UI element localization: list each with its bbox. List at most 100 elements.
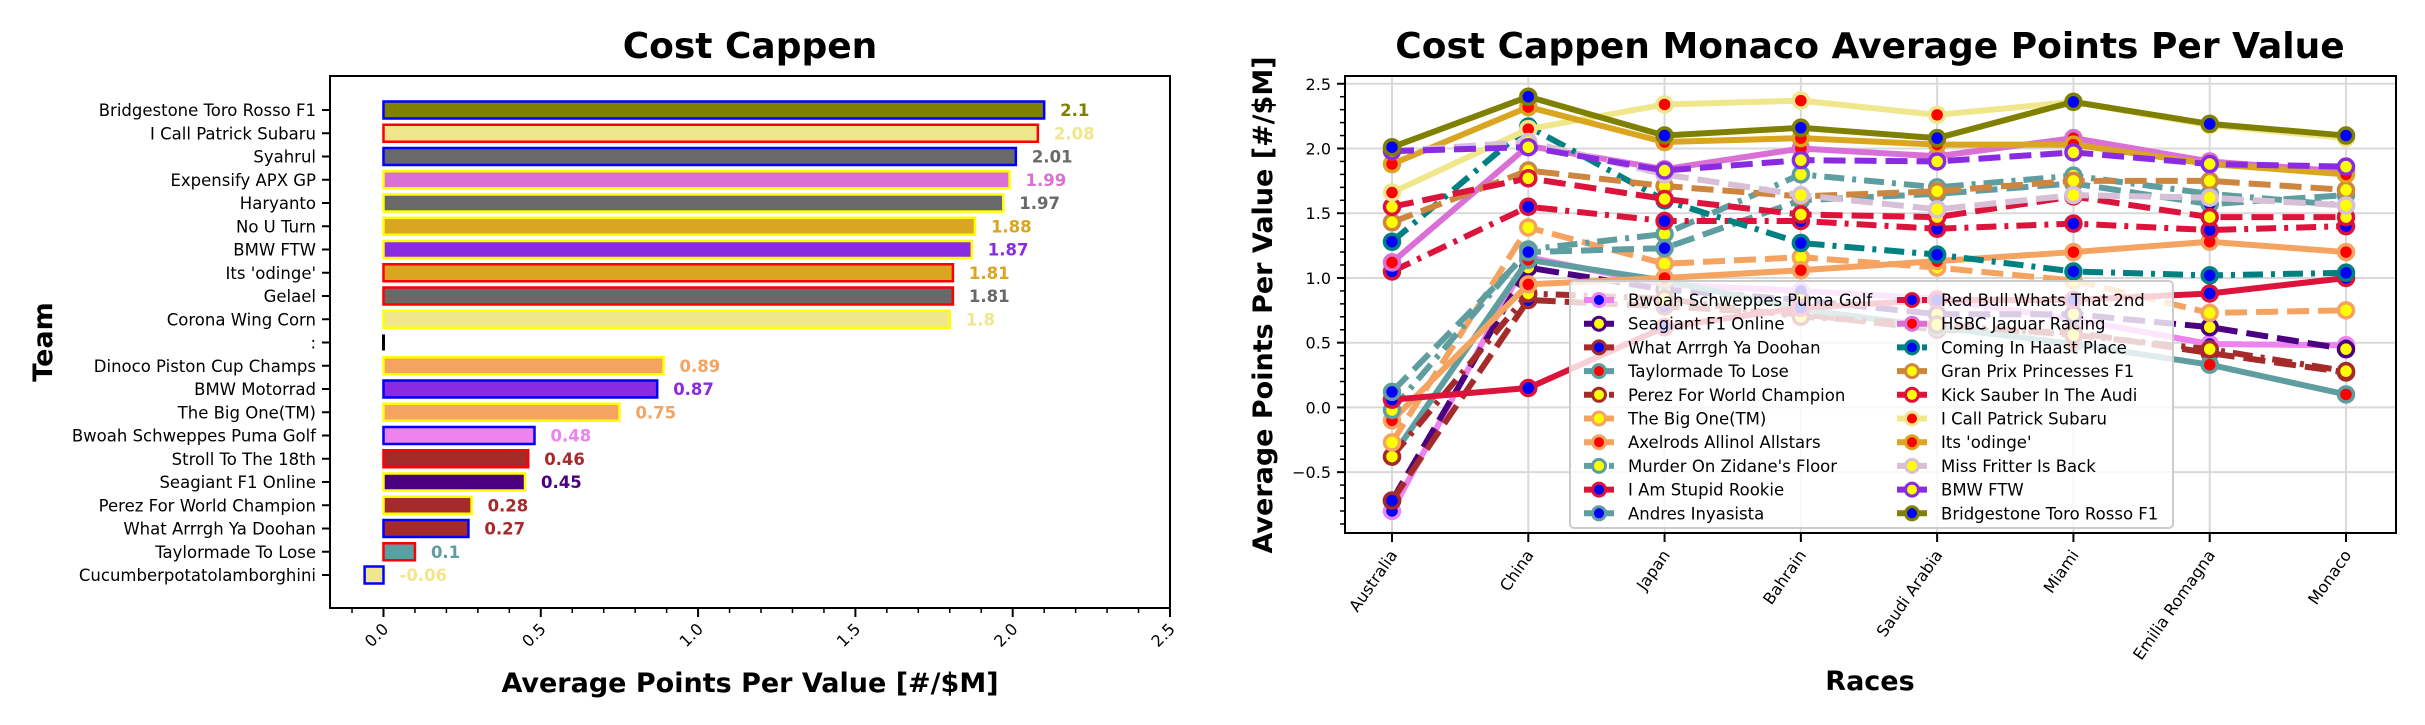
data-label: 1.99 — [1026, 171, 1067, 190]
x-tick-label: Bahrain — [1759, 546, 1810, 608]
x-tick-label: Japan — [1632, 546, 1674, 594]
data-point — [2200, 171, 2219, 191]
data-point — [1791, 91, 1811, 110]
legend-marker — [1591, 292, 1607, 308]
legend-frame — [1569, 280, 2174, 529]
data-point — [2336, 196, 2356, 215]
legend-item: I Am Stupid Rookie — [1584, 481, 1784, 500]
data-point — [1791, 260, 1811, 280]
bar — [382, 263, 955, 283]
bar — [382, 379, 659, 399]
data-label: 2.01 — [1032, 148, 1073, 167]
x-tick-labels: Australia China Japan Bahrain Saudi Arabia Mi… — [1345, 533, 2355, 663]
legend-item: Taylormade To Lose — [1584, 362, 1789, 381]
y-tick-label: 2.0 — [1306, 139, 1331, 158]
x-tick-label: 0.0 — [361, 619, 392, 650]
data-point — [2064, 262, 2083, 281]
legend-marker — [1591, 505, 1607, 522]
y-tick-label: Bridgestone Toro Rosso F1 — [99, 101, 316, 120]
data-point — [2200, 284, 2219, 303]
x-tick-label: 1.0 — [675, 619, 706, 650]
data-point — [1519, 169, 1538, 188]
y-tick-label: What Arrrgh Ya Doohan — [123, 520, 316, 539]
x-tick-label: 1.5 — [833, 619, 864, 650]
series-line — [1389, 171, 2347, 412]
data-label: 1.81 — [969, 264, 1010, 283]
y-tick-label: No U Turn — [236, 217, 316, 236]
data-label: 2.08 — [1054, 124, 1095, 143]
x-tick-label: 2.5 — [1147, 619, 1178, 650]
line-chart-frame — [1344, 75, 2397, 534]
x-tick-label: 2.0 — [990, 619, 1021, 650]
data-point — [2336, 242, 2356, 262]
data-point — [1519, 275, 1538, 294]
legend-label: Kick Sauber In The Audi — [1941, 386, 2137, 405]
legend-label: The Big One(TM) — [1627, 410, 1766, 429]
legend-label: What Arrrgh Ya Doohan — [1628, 338, 1821, 357]
legend-item: Bwoah Schweppes Puma Golf — [1584, 291, 1873, 310]
data-point — [2200, 266, 2219, 285]
legend-label: Perez For World Champion — [1628, 386, 1845, 405]
legend-item: Its 'odinge' — [1897, 433, 2031, 452]
x-tick-label: China — [1496, 546, 1538, 594]
series — [1382, 87, 2356, 157]
data-point — [1927, 105, 1947, 125]
legend-label: Coming In Haast Place — [1941, 338, 2127, 357]
bar — [382, 518, 470, 539]
y-tick-label: Cucumberpotatolamborghini — [79, 566, 316, 585]
legend-marker — [1904, 292, 1920, 308]
legend-item: Miss Fritter Is Back — [1897, 457, 2096, 476]
data-point — [1382, 433, 1402, 452]
bar-chart-xlabel: Average Points Per Value [#/$M] — [501, 668, 998, 699]
data-point — [2336, 180, 2356, 200]
x-tick-label: Australia — [1345, 546, 1401, 615]
legend-label: Bwoah Schweppes Puma Golf — [1628, 291, 1873, 310]
data-label: 0.1 — [431, 543, 460, 562]
line-chart-xlabel: Races — [1825, 666, 1914, 697]
y-tick-label: Taylormade To Lose — [154, 543, 316, 562]
data-point — [1382, 232, 1402, 251]
data-label: 0.45 — [541, 473, 582, 492]
legend-item: Gran Prix Princesses F1 — [1897, 362, 2134, 381]
bar — [382, 146, 1018, 167]
data-point — [2064, 143, 2083, 162]
y-tick-label: Expensify APX GP — [170, 171, 316, 190]
data-point — [1655, 211, 1674, 231]
data-point — [1655, 126, 1674, 145]
data-label: 2.1 — [1060, 101, 1089, 120]
data-point — [2200, 188, 2219, 207]
legend-item: The Big One(TM) — [1584, 410, 1766, 429]
data-label: 0.87 — [673, 380, 714, 399]
data-point — [1791, 185, 1811, 205]
legend-marker — [1591, 410, 1607, 427]
data-point — [1655, 189, 1674, 209]
legend-label: Taylormade To Lose — [1627, 362, 1789, 381]
legend-marker — [1591, 339, 1607, 356]
legend-item: Kick Sauber In The Audi — [1897, 386, 2137, 405]
legend-item: Andres Inyasista — [1584, 504, 1764, 523]
series-line — [1389, 296, 2347, 503]
bar-chart-ylabel: Team — [28, 302, 59, 382]
legend-item: Red Bull Whats That 2nd — [1897, 291, 2145, 310]
series-line — [1390, 104, 2347, 178]
legend-label: Miss Fritter Is Back — [1941, 457, 2096, 476]
legend-item: Murder On Zidane's Floor — [1584, 457, 1837, 476]
line-chart: Cost Cappen Monaco Average Points Per Va… — [1248, 26, 2397, 697]
data-point — [1927, 245, 1947, 264]
data-point — [1655, 95, 1674, 114]
data-point — [2336, 361, 2356, 381]
legend-label: Red Bull Whats That 2nd — [1941, 291, 2145, 310]
bar — [382, 356, 665, 376]
data-label: 0.89 — [679, 357, 720, 376]
data-label: 0.27 — [484, 520, 525, 539]
data-point — [2064, 214, 2083, 233]
legend-label: Seagiant F1 Online — [1628, 315, 1785, 334]
legend-label: I Call Patrick Subaru — [1941, 410, 2107, 429]
data-point — [1927, 152, 1947, 171]
x-tick-label: Emilia Romagna — [2129, 546, 2219, 663]
series-line — [1390, 167, 2347, 226]
bar — [363, 565, 385, 585]
data-point — [1519, 137, 1538, 157]
data-point — [2336, 263, 2356, 283]
data-point — [1927, 128, 1947, 148]
